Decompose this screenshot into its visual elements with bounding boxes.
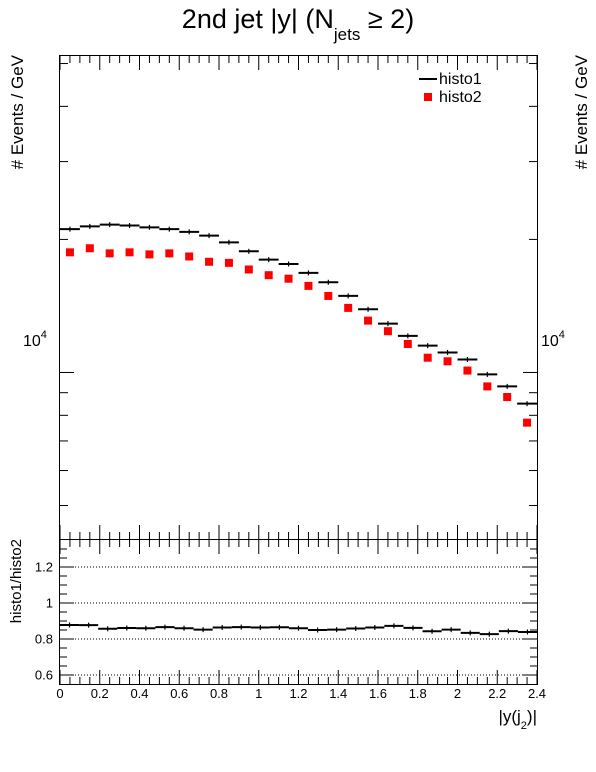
x-axis-label-subscript: 2	[521, 720, 527, 732]
ratio-plot-frame	[59, 539, 538, 685]
histo2-point	[284, 274, 293, 283]
histo2-point	[443, 357, 452, 366]
ratio-axis-ticks: 0 0.2 0.4 0.6 0.8 1 1.2 1.4 1.6 1.8 2 2.2 2.4 0.6 0.8 1…	[35, 540, 546, 701]
x-tick-label: 0.2	[91, 686, 109, 701]
histo2-point	[463, 366, 472, 375]
histo2-point	[65, 248, 74, 257]
main-plot-frame	[59, 55, 538, 540]
histo2-point	[523, 418, 532, 427]
x-tick-label: 1	[255, 686, 262, 701]
main-y-axis-label: # Events / GeV	[8, 54, 27, 169]
x-tick-label: 0.4	[130, 686, 148, 701]
histo2-point	[483, 382, 492, 391]
x-tick-label: 1.6	[369, 686, 387, 701]
title-tail: ≥ 2)	[360, 4, 414, 34]
ratio-y-tick-label: 0.8	[35, 632, 53, 647]
x-axis-label: |y(j2)|	[498, 707, 537, 732]
histo2-point	[125, 248, 134, 257]
main-y-tick-exponent: 4	[41, 329, 47, 341]
ratio-data-marks	[60, 622, 537, 637]
legend-histo1-label: histo1	[439, 71, 482, 88]
title-subscript: jets	[333, 25, 360, 44]
x-tick-label: 2	[454, 686, 461, 701]
histo2-point	[344, 303, 353, 312]
histo2-point	[145, 250, 154, 259]
histo2-point	[423, 353, 432, 362]
histo2-point	[304, 281, 313, 290]
main-axis-ticks	[59, 56, 538, 539]
legend-histo2-marker	[424, 93, 432, 101]
x-tick-label: 0.8	[210, 686, 228, 701]
histo2-point	[85, 244, 94, 253]
ratio-y-tick-label: 1	[46, 596, 53, 611]
x-axis-label-main: |y(j	[498, 707, 520, 726]
histo2-point	[205, 257, 214, 266]
histo2-point	[324, 291, 333, 300]
main-y-tick-label: 104	[23, 329, 47, 350]
main-y-tick-base: 10	[23, 333, 41, 350]
histo2-point	[185, 252, 194, 261]
legend-histo2-label: histo2	[439, 89, 482, 106]
ratio-y-axis-label: histo1/histo2	[8, 539, 25, 623]
histo2-point	[264, 271, 273, 280]
main-y-axis-label-right: # Events / GeV	[572, 54, 591, 169]
histo2-point	[503, 393, 512, 402]
x-tick-label: 0.6	[170, 686, 188, 701]
main-y-tick-base-right: 10	[541, 333, 559, 350]
histo2-point	[165, 249, 174, 258]
x-tick-label: 1.8	[409, 686, 427, 701]
ratio-y-tick-label: 0.6	[35, 668, 53, 683]
histo2-point	[244, 265, 253, 274]
x-tick-label: 1.4	[329, 686, 347, 701]
x-tick-label: 2.4	[528, 686, 546, 701]
histo2-point	[403, 339, 412, 348]
histo2-point	[105, 249, 114, 258]
main-data-marks	[60, 222, 537, 427]
x-tick-label: 2.2	[488, 686, 506, 701]
x-tick-label: 0	[56, 686, 63, 701]
histo2-point	[383, 327, 392, 336]
chart-title: 2nd jet |y| (Njets ≥ 2)	[182, 4, 414, 44]
x-axis-label-tail: )|	[527, 707, 537, 726]
ratio-y-tick-label: 1.2	[35, 560, 53, 575]
main-y-tick-exponent-right: 4	[559, 329, 565, 341]
histo2-point	[364, 316, 373, 325]
main-y-tick-label-right: 104	[541, 329, 565, 350]
title-main: 2nd jet |y| (N	[182, 4, 334, 34]
ratio-gridlines	[60, 566, 537, 676]
histo2-point	[224, 258, 233, 267]
x-tick-label: 1.2	[289, 686, 307, 701]
